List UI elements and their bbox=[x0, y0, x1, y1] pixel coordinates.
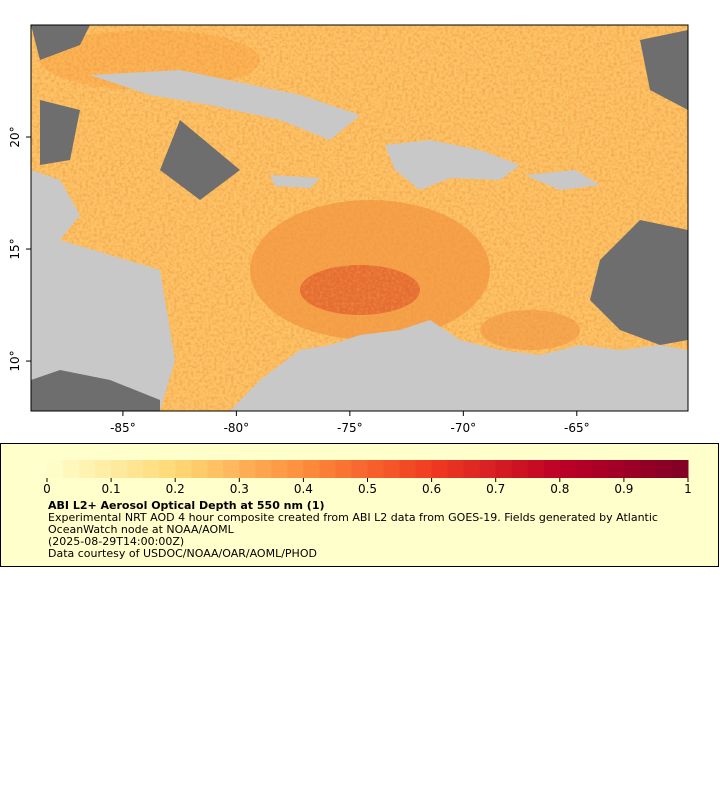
colorbar-step bbox=[175, 460, 192, 478]
legend-credit: Data courtesy of USDOC/NOAA/OAR/AOML/PHO… bbox=[48, 547, 317, 560]
colorbar-step bbox=[511, 460, 529, 478]
colorbar-step bbox=[111, 460, 128, 478]
colorbar-tick-label: 0.5 bbox=[358, 482, 377, 496]
colorbar-step bbox=[479, 460, 497, 478]
x-tick-label: -65° bbox=[564, 421, 590, 435]
colorbar-step bbox=[255, 460, 272, 478]
colorbar-tick-label: 0.8 bbox=[550, 482, 569, 496]
legend-description: Experimental NRT AOD 4 hour composite cr… bbox=[48, 511, 658, 536]
colorbar-step bbox=[543, 460, 561, 478]
y-tick-label: 10° bbox=[8, 350, 22, 371]
map-image bbox=[31, 25, 688, 411]
colorbar-step bbox=[495, 460, 513, 478]
legend-title: ABI L2+ Aerosol Optical Depth at 550 nm … bbox=[48, 499, 325, 512]
x-tick-label: -80° bbox=[224, 421, 250, 435]
y-tick-label: 20° bbox=[8, 126, 22, 147]
colorbar-step bbox=[239, 460, 256, 478]
colorbar-step bbox=[159, 460, 176, 478]
axes: -85° -80° -75° -70° -65° 10° 15° 20° bbox=[8, 126, 590, 435]
colorbar-step bbox=[319, 460, 336, 478]
colorbar-tick-label: 0.2 bbox=[166, 482, 185, 496]
colorbar-step bbox=[303, 460, 320, 478]
colorbar-step bbox=[415, 460, 433, 478]
x-tick-label: -85° bbox=[110, 421, 136, 435]
colorbar-step bbox=[207, 460, 224, 478]
colorbar-tick-label: 0 bbox=[43, 482, 51, 496]
colorbar-step bbox=[63, 460, 80, 478]
colorbar-tick-label: 0.7 bbox=[486, 482, 505, 496]
colorbar-step bbox=[95, 460, 112, 478]
colorbar-step bbox=[607, 460, 625, 478]
colorbar-step bbox=[383, 460, 401, 478]
colorbar-step bbox=[127, 460, 144, 478]
colorbar-step bbox=[47, 460, 64, 478]
colorbar-step bbox=[655, 460, 673, 478]
colorbar-step bbox=[575, 460, 593, 478]
colorbar-step bbox=[351, 460, 368, 478]
colorbar-step bbox=[447, 460, 465, 478]
map-frame bbox=[30, 24, 689, 412]
colorbar-step bbox=[367, 460, 385, 478]
colorbar-tick-label: 0.1 bbox=[102, 482, 121, 496]
colorbar-step bbox=[335, 460, 352, 478]
y-tick-label: 15° bbox=[8, 238, 22, 259]
colorbar-step bbox=[399, 460, 417, 478]
colorbar-step bbox=[431, 460, 449, 478]
colorbar-tick-label: 0.6 bbox=[422, 482, 441, 496]
colorbar-step bbox=[223, 460, 240, 478]
colorbar-step bbox=[559, 460, 577, 478]
colorbar-step bbox=[591, 460, 609, 478]
colorbar-step bbox=[671, 460, 689, 478]
colorbar-step bbox=[287, 460, 304, 478]
colorbar-step bbox=[191, 460, 208, 478]
colorbar: 0 0.1 0.2 0.3 0.4 0.5 0.6 0.7 0.8 0.9 1 bbox=[43, 460, 692, 496]
legend-time: (2025-08-29T14:00:00Z) bbox=[48, 535, 185, 548]
colorbar-step bbox=[623, 460, 641, 478]
colorbar-step bbox=[143, 460, 160, 478]
colorbar-step bbox=[639, 460, 657, 478]
colorbar-tick-label: 0.3 bbox=[230, 482, 249, 496]
colorbar-step bbox=[463, 460, 481, 478]
colorbar-tick-label: 1 bbox=[684, 482, 692, 496]
colorbar-tick-label: 0.9 bbox=[614, 482, 633, 496]
x-tick-label: -75° bbox=[337, 421, 363, 435]
colorbar-step bbox=[271, 460, 288, 478]
colorbar-step bbox=[527, 460, 545, 478]
colorbar-tick-label: 0.4 bbox=[294, 482, 313, 496]
colorbar-step bbox=[79, 460, 96, 478]
x-tick-label: -70° bbox=[451, 421, 477, 435]
legend-text: ABI L2+ Aerosol Optical Depth at 550 nm … bbox=[48, 500, 688, 560]
